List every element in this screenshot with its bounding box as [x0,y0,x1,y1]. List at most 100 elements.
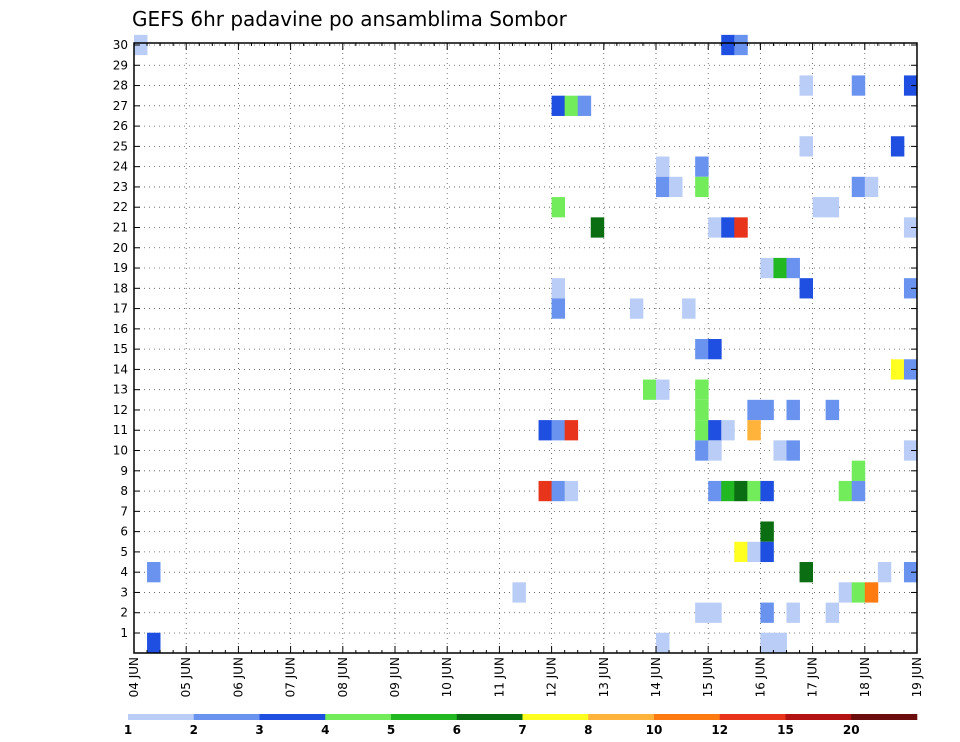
precip-cell [708,339,722,360]
y-tick-label: 5 [120,545,128,559]
colorbar-segment [259,714,326,720]
precip-cell [760,521,774,542]
precip-cell [838,582,853,603]
precip-cell [695,420,709,441]
precip-cell [903,217,918,238]
precip-cell [799,278,813,299]
precip-cell [708,602,722,623]
y-tick-label: 23 [113,180,128,194]
y-tick-label: 27 [113,99,128,113]
colorbar-segment [719,714,786,720]
colorbar-segment [654,714,721,720]
colorbar-segment [456,714,523,720]
colorbar-segment [785,714,852,720]
precip-cell [786,440,800,461]
y-tick-label: 30 [113,38,128,52]
precip-cell [551,278,566,299]
colorbar-segment [851,714,918,720]
precip-cell [851,582,866,603]
x-tick-label: 11 JUN [492,657,506,697]
precip-cell [551,197,566,218]
precip-cell [734,34,748,56]
y-tick-label: 15 [113,342,128,356]
precip-cell [890,359,905,380]
data-cells [134,34,918,653]
precip-cell [747,420,761,441]
x-tick-label: 15 JUN [701,657,715,697]
precip-cell [721,420,735,441]
colorbar-label: 10 [646,723,663,737]
colorbar-label: 4 [321,723,329,737]
precip-cell [708,480,722,502]
precip-cell [773,440,787,461]
precip-cell [747,541,761,563]
precip-cell [877,562,892,583]
grid [134,43,917,653]
precip-cell [903,440,918,461]
precip-cell [134,34,148,56]
colorbar-label: 3 [255,723,263,737]
precip-cell [721,34,735,56]
precip-cell [590,217,605,238]
y-tick-label: 19 [113,261,128,275]
precip-cell [577,95,592,116]
y-tick-label: 16 [113,322,128,336]
y-axis: 1234567891011121314151617181920212223242… [113,38,917,640]
precip-cell [838,480,853,502]
y-tick-label: 17 [113,302,128,316]
precip-cell [708,217,722,238]
precip-cell [799,136,813,157]
precip-cell [708,440,722,461]
plot-frame [133,42,918,654]
precip-cell [551,480,566,502]
precip-cell [760,602,774,623]
y-tick-label: 24 [113,160,128,174]
y-tick-label: 8 [120,484,128,498]
precip-cell [551,95,566,116]
y-tick-label: 3 [120,585,128,599]
y-tick-label: 6 [120,525,128,539]
y-tick-label: 22 [113,200,128,214]
precip-cell [747,399,761,421]
y-tick-label: 14 [113,362,128,376]
x-tick-label: 16 JUN [753,657,767,697]
precip-cell [695,379,709,400]
precip-cell [721,480,735,502]
colorbar-segment [193,714,260,720]
colorbar-segment [128,714,195,720]
x-tick-label: 04 JUN [127,657,141,697]
precip-cell [147,562,161,583]
x-tick-label: 08 JUN [336,657,350,697]
precip-cell [629,298,644,319]
colorbar-label: 5 [387,723,395,737]
precip-cell [656,379,670,400]
colorbar-segment [522,714,589,720]
y-tick-label: 4 [120,565,128,579]
precip-cell [760,257,774,279]
precip-cell [734,480,748,502]
precip-cell [656,176,670,198]
precip-cell [812,197,827,218]
precip-cell [669,176,683,198]
precip-cell [551,420,566,441]
precip-cell [760,480,774,502]
precip-cell [538,420,552,441]
precip-cell [642,379,657,400]
x-tick-label: 05 JUN [179,657,193,697]
precip-cell [799,75,813,96]
colorbar: 1 2 3 4 5 6 7 8 10 12 15 20 [124,714,918,737]
precip-cell [825,399,840,421]
y-tick-label: 28 [113,79,128,93]
x-tick-label: 07 JUN [284,657,298,697]
colorbar-label: 20 [843,723,860,737]
precip-cell [721,217,735,238]
precip-cell [512,582,526,603]
precip-cell [903,359,918,380]
precip-cell [760,541,774,563]
precip-cell [786,399,800,421]
precip-cell [564,420,579,441]
colorbar-label: 6 [453,723,461,737]
precip-cell [708,420,722,441]
precip-cell [695,156,709,177]
y-tick-label: 26 [113,119,128,133]
